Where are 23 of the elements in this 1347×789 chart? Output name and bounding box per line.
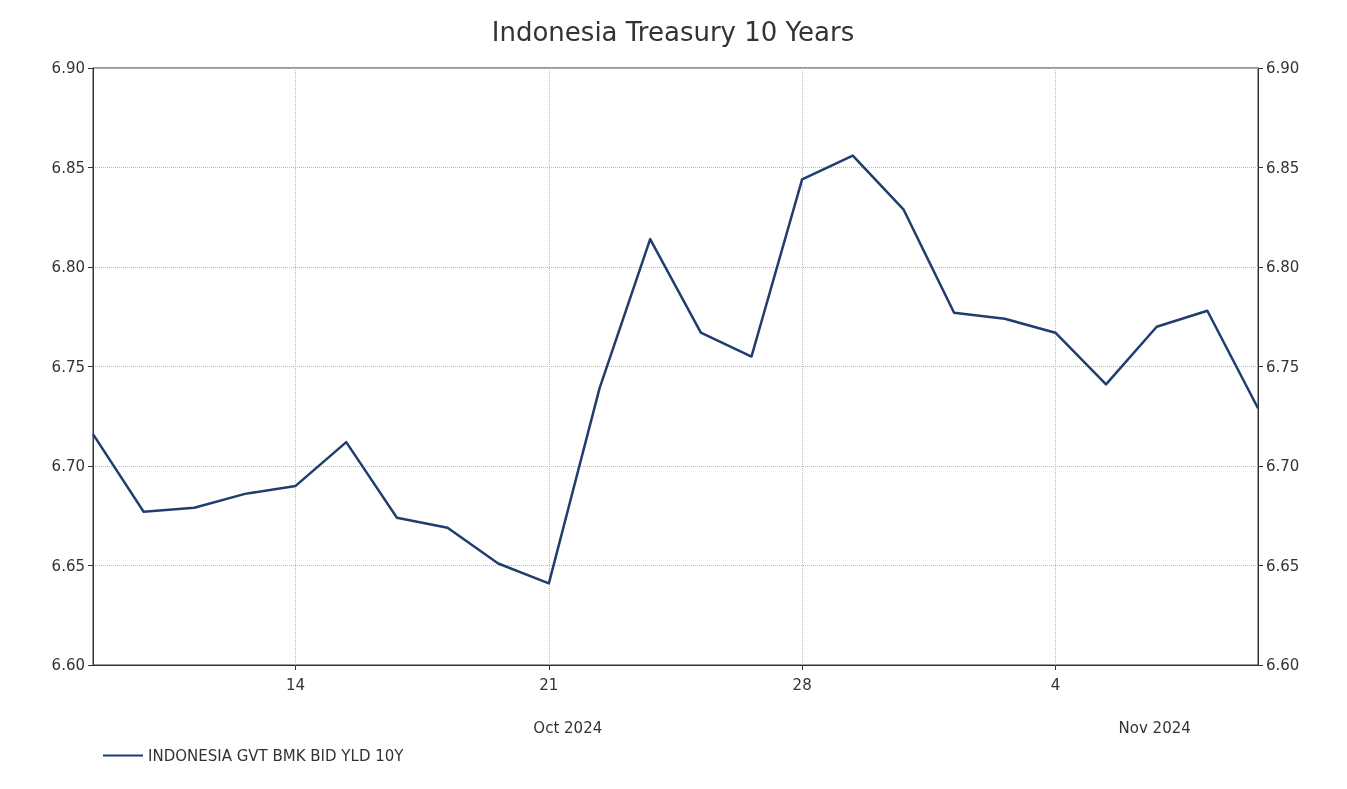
y-tick-label: 6.80 — [51, 258, 85, 276]
y2-tick-label: 6.90 — [1266, 59, 1300, 77]
y2-tick-label: 6.80 — [1266, 258, 1300, 276]
y-tick-label: 6.60 — [51, 656, 85, 674]
y2-tick-label: 6.65 — [1266, 556, 1300, 575]
text: Nov 2024 — [1118, 718, 1191, 737]
y2-tick-label: 6.75 — [1266, 357, 1300, 376]
legend-label: INDONESIA GVT BMK BID YLD 10Y — [148, 746, 405, 765]
y-tick-label: 6.75 — [51, 357, 85, 376]
y-tick-label: 6.65 — [51, 556, 85, 575]
y-tick-label: 6.85 — [51, 158, 85, 177]
y-tick-label: 6.90 — [51, 59, 85, 77]
x-tick-label: 14 — [286, 675, 306, 694]
x-tick-label: 21 — [539, 675, 559, 694]
text: Oct 2024 — [533, 718, 603, 737]
x-tick-label: 4 — [1050, 675, 1061, 694]
chart-title: Indonesia Treasury 10 Years — [491, 17, 855, 47]
line-series — [91, 154, 1260, 585]
y2-tick-label: 6.85 — [1266, 158, 1300, 177]
y2-tick-label: 6.70 — [1266, 457, 1300, 475]
y-tick-label: 6.70 — [51, 457, 85, 475]
x-tick-label: 28 — [792, 675, 812, 694]
y2-tick-label: 6.60 — [1266, 656, 1300, 674]
